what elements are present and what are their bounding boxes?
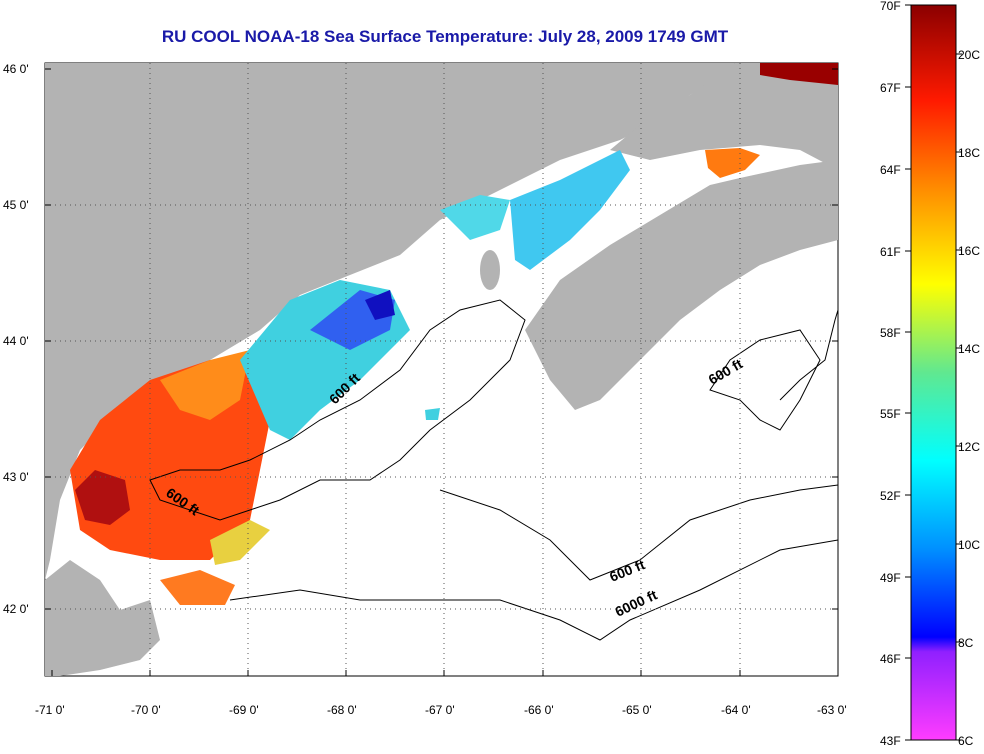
- lon-label-64: -64 0': [721, 703, 751, 717]
- sst-yellow-mid: [210, 520, 270, 565]
- lon-label-71: -71 0': [35, 703, 65, 717]
- lon-label-67: -67 0': [425, 703, 455, 717]
- land-new-brunswick: [610, 63, 838, 170]
- cb-c-6: 6C: [958, 734, 974, 748]
- lat-label-45: 45 0': [3, 198, 29, 212]
- sst-dark-red-core: [75, 470, 130, 525]
- cb-f-64: 64F: [880, 163, 901, 177]
- cb-f-70: 70F: [880, 0, 901, 13]
- land-new-england: [45, 63, 735, 580]
- cb-c-10: 10C: [958, 538, 980, 552]
- lon-label-70: -70 0': [131, 703, 161, 717]
- cb-f-49: 49F: [880, 571, 901, 585]
- lat-label-44: 44 0': [3, 334, 29, 348]
- cb-f-58: 58F: [880, 326, 901, 340]
- cb-f-67: 67F: [880, 81, 901, 95]
- cb-f-46: 46F: [880, 652, 901, 666]
- cb-f-61: 61F: [880, 245, 901, 259]
- cb-c-16: 16C: [958, 244, 980, 258]
- sst-cyan-fundy: [510, 150, 630, 270]
- land-nova-scotia: [525, 160, 838, 410]
- bathymetry-contours: [149, 299, 838, 641]
- lon-label-66: -66 0': [524, 703, 554, 717]
- cb-c-14: 14C: [958, 342, 980, 356]
- land-island: [480, 250, 500, 290]
- lon-label-69: -69 0': [229, 703, 259, 717]
- lon-label-65: -65 0': [622, 703, 652, 717]
- land-cape-cod: [45, 560, 160, 676]
- lat-label-43: 43 0': [3, 470, 29, 484]
- map-title: RU COOL NOAA-18 Sea Surface Temperature:…: [161, 27, 729, 46]
- sst-navy-spot: [365, 290, 395, 320]
- colorbar: [910, 4, 957, 741]
- colorbar-ticks: [905, 4, 962, 741]
- sst-warm-mines-basin: [705, 148, 760, 178]
- sst-orange-south: [160, 570, 235, 605]
- cb-c-12: 12C: [958, 440, 980, 454]
- cb-f-55: 55F: [880, 407, 901, 421]
- lon-label-68: -68 0': [327, 703, 357, 717]
- cb-c-8: 8C: [958, 636, 974, 650]
- sst-dark-red-ne: [760, 63, 838, 85]
- cb-c-20: 20C: [958, 48, 980, 62]
- sst-cyan-fundy-upper: [440, 195, 510, 240]
- axis-ticks: [45, 68, 839, 676]
- grid-lines: [45, 63, 838, 676]
- lat-label-42: 42 0': [3, 602, 29, 616]
- cb-f-52: 52F: [880, 489, 901, 503]
- cb-c-18: 18C: [958, 146, 980, 160]
- lat-label-46: 46 0': [3, 62, 29, 76]
- cb-f-43: 43F: [880, 734, 901, 748]
- lon-label-63: -63 0': [817, 703, 847, 717]
- sst-cyan-spot: [425, 408, 440, 420]
- sst-orange-band: [160, 350, 250, 420]
